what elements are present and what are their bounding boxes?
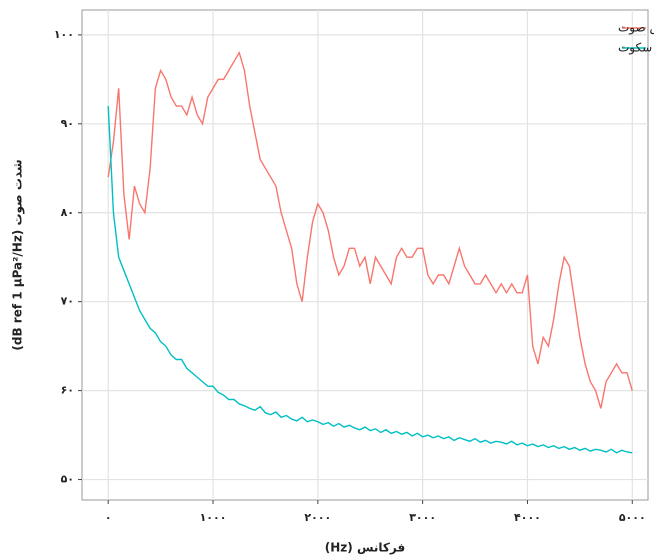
y-tick-label: ۹۰ bbox=[61, 117, 74, 130]
series-line bbox=[107, 106, 633, 454]
y-tick-label: ۱۰۰ bbox=[54, 28, 74, 41]
x-tick-label: ۵۰۰۰ bbox=[619, 511, 646, 524]
grid bbox=[82, 10, 648, 500]
legend: پخش صوت سکوت bbox=[618, 21, 654, 56]
x-tick-label: ۴۰۰۰ bbox=[514, 511, 541, 524]
x-tick-label: ۳۰۰۰ bbox=[409, 511, 436, 524]
y-axis-title: شدت صوت (dB ref 1 µPa²/Hz) bbox=[11, 159, 26, 350]
y-tick-label: ۵۰ bbox=[61, 473, 74, 486]
legend-label: سکوت bbox=[618, 41, 652, 56]
y-tick-label: ۷۰ bbox=[61, 295, 74, 308]
x-tick-label: ۲۰۰۰ bbox=[304, 511, 331, 524]
series-line bbox=[107, 50, 633, 409]
legend-label: پخش صوت bbox=[618, 21, 654, 36]
x-tick-label: ۰ bbox=[105, 511, 112, 524]
lines bbox=[107, 50, 633, 454]
y-tick-label: ۸۰ bbox=[61, 206, 74, 219]
plot-panel bbox=[81, 9, 649, 501]
y-tick-label: ۶۰ bbox=[61, 384, 74, 397]
x-axis-title: فرکانس (Hz) bbox=[325, 541, 405, 555]
x-tick-label: ۱۰۰۰ bbox=[200, 511, 227, 524]
